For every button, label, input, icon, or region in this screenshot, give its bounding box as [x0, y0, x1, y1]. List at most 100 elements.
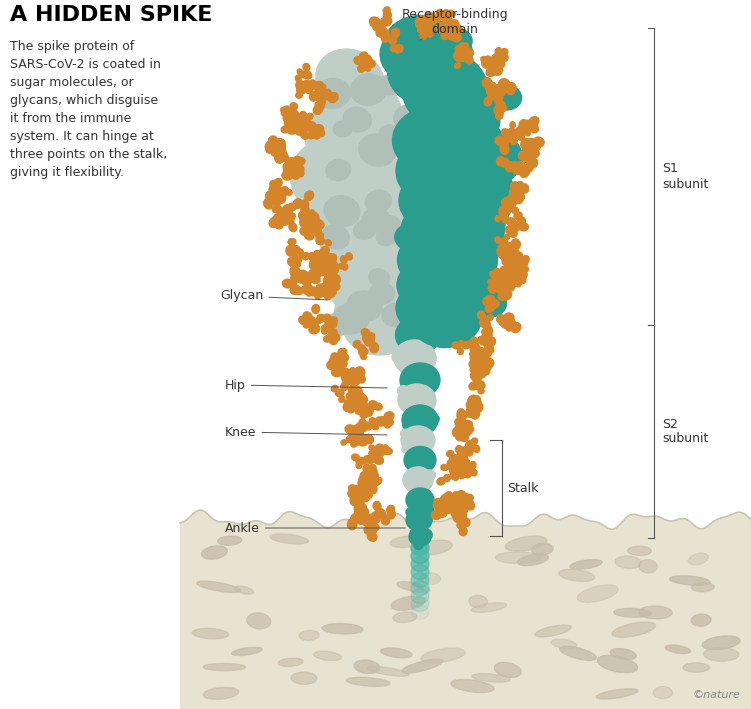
Ellipse shape [478, 311, 485, 320]
Ellipse shape [535, 625, 572, 637]
Ellipse shape [503, 250, 513, 259]
Ellipse shape [482, 329, 490, 336]
Ellipse shape [366, 487, 374, 493]
Ellipse shape [430, 13, 436, 20]
Ellipse shape [488, 297, 494, 303]
Ellipse shape [290, 285, 300, 294]
Ellipse shape [281, 126, 289, 133]
Ellipse shape [465, 427, 472, 435]
Ellipse shape [365, 470, 374, 478]
Ellipse shape [278, 658, 303, 666]
Ellipse shape [333, 97, 407, 163]
Ellipse shape [384, 11, 391, 20]
Ellipse shape [505, 536, 547, 551]
Ellipse shape [345, 252, 352, 260]
Ellipse shape [512, 221, 521, 230]
Ellipse shape [487, 315, 493, 320]
Ellipse shape [488, 284, 497, 294]
Ellipse shape [465, 189, 485, 206]
Ellipse shape [440, 12, 450, 21]
Ellipse shape [452, 342, 460, 349]
Ellipse shape [445, 504, 454, 513]
Ellipse shape [457, 464, 464, 470]
Ellipse shape [372, 24, 379, 30]
Ellipse shape [316, 233, 324, 240]
Ellipse shape [337, 355, 342, 361]
Ellipse shape [330, 338, 337, 345]
Ellipse shape [371, 18, 379, 26]
Ellipse shape [505, 259, 514, 268]
Ellipse shape [321, 328, 327, 334]
Ellipse shape [455, 460, 463, 468]
Ellipse shape [471, 411, 480, 419]
Ellipse shape [494, 96, 502, 105]
Ellipse shape [415, 17, 425, 28]
Ellipse shape [484, 330, 492, 340]
Ellipse shape [309, 222, 315, 229]
Ellipse shape [366, 485, 373, 492]
Ellipse shape [499, 101, 505, 107]
Ellipse shape [455, 424, 463, 432]
Ellipse shape [320, 247, 329, 255]
Ellipse shape [474, 355, 482, 364]
Ellipse shape [416, 389, 427, 398]
Ellipse shape [524, 164, 532, 172]
Ellipse shape [304, 230, 314, 240]
Ellipse shape [351, 497, 360, 505]
Ellipse shape [494, 59, 502, 65]
Ellipse shape [411, 572, 429, 588]
Ellipse shape [357, 423, 363, 428]
Ellipse shape [413, 396, 428, 410]
Ellipse shape [461, 493, 471, 503]
Ellipse shape [322, 252, 328, 259]
Ellipse shape [454, 25, 463, 35]
Ellipse shape [420, 489, 430, 498]
Ellipse shape [333, 303, 369, 334]
Ellipse shape [285, 189, 292, 195]
Ellipse shape [385, 412, 394, 420]
Ellipse shape [197, 581, 241, 593]
Ellipse shape [296, 274, 306, 283]
Ellipse shape [353, 386, 362, 394]
Ellipse shape [509, 83, 515, 88]
Ellipse shape [276, 139, 285, 146]
Ellipse shape [357, 369, 364, 375]
Ellipse shape [500, 145, 509, 155]
Ellipse shape [295, 166, 300, 172]
Ellipse shape [486, 67, 496, 77]
Ellipse shape [302, 284, 311, 294]
Ellipse shape [503, 281, 509, 286]
Ellipse shape [318, 259, 327, 268]
Ellipse shape [362, 58, 369, 67]
Ellipse shape [367, 532, 377, 541]
Ellipse shape [323, 277, 330, 284]
Ellipse shape [348, 398, 356, 406]
Ellipse shape [360, 457, 366, 464]
Ellipse shape [295, 199, 303, 207]
Ellipse shape [468, 467, 474, 472]
Ellipse shape [489, 62, 498, 70]
Ellipse shape [376, 21, 382, 27]
Ellipse shape [410, 264, 430, 281]
Ellipse shape [461, 450, 466, 456]
Ellipse shape [456, 491, 465, 500]
Ellipse shape [275, 222, 283, 229]
Ellipse shape [346, 677, 390, 686]
Ellipse shape [670, 576, 710, 585]
Ellipse shape [383, 7, 391, 13]
Ellipse shape [467, 340, 475, 347]
Ellipse shape [454, 50, 463, 61]
Ellipse shape [264, 199, 273, 209]
Ellipse shape [342, 374, 351, 384]
Ellipse shape [318, 251, 327, 261]
Ellipse shape [427, 31, 433, 38]
Ellipse shape [344, 400, 349, 406]
Ellipse shape [499, 206, 508, 214]
Ellipse shape [451, 497, 461, 506]
Ellipse shape [297, 85, 306, 94]
Ellipse shape [391, 596, 425, 610]
Ellipse shape [520, 167, 528, 177]
Ellipse shape [355, 408, 363, 414]
Ellipse shape [421, 216, 438, 231]
Ellipse shape [290, 269, 298, 277]
